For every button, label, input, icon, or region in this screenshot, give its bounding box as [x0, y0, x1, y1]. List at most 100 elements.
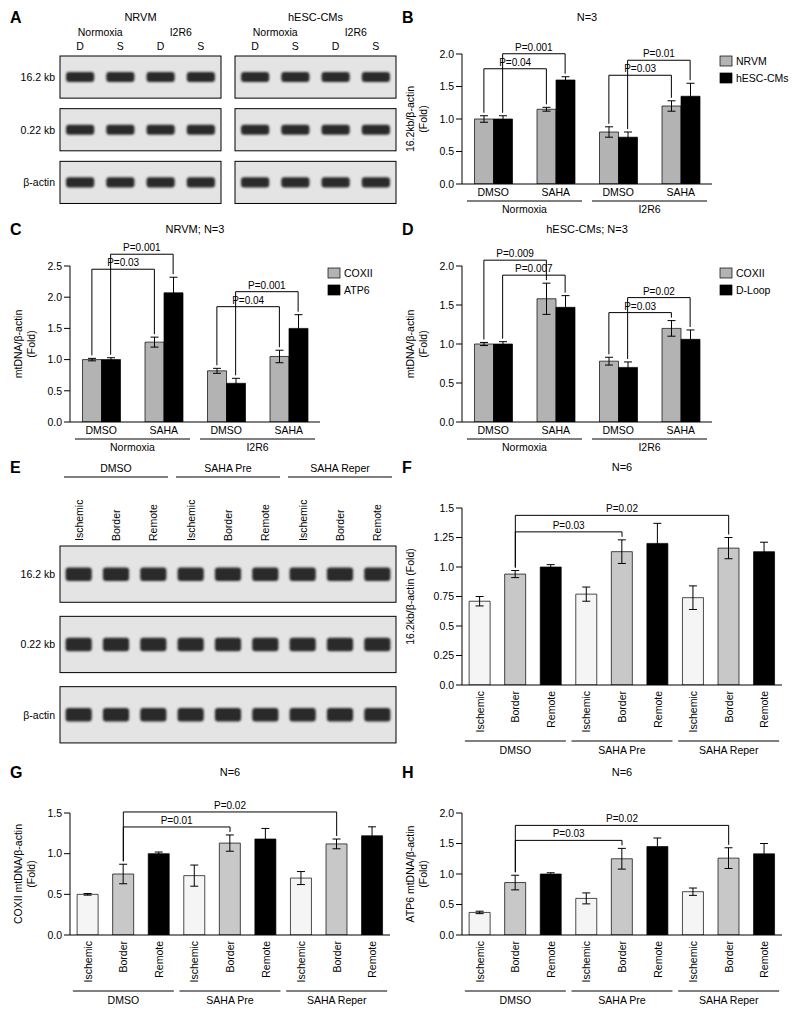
svg-text:DMSO: DMSO	[603, 186, 635, 198]
svg-text:P=0.001: P=0.001	[123, 242, 161, 253]
svg-text:Normoxia: Normoxia	[78, 26, 123, 38]
svg-text:Remote: Remote	[758, 941, 770, 978]
svg-text:D: D	[402, 221, 414, 238]
svg-text:Border: Border	[222, 509, 234, 541]
svg-text:C: C	[10, 221, 22, 238]
svg-text:SAHA: SAHA	[149, 424, 178, 436]
svg-text:P=0.02: P=0.02	[643, 286, 675, 297]
svg-text:2.0: 2.0	[47, 291, 62, 303]
svg-text:Border: Border	[110, 509, 122, 541]
svg-text:P=0.007: P=0.007	[515, 263, 553, 274]
svg-text:(Fold): (Fold)	[25, 860, 37, 887]
svg-text:Border: Border	[334, 509, 346, 541]
svg-text:(Fold): (Fold)	[417, 860, 429, 887]
svg-text:P=0.01: P=0.01	[161, 815, 193, 826]
svg-text:NRVM: NRVM	[736, 55, 767, 67]
svg-text:D: D	[157, 40, 165, 52]
svg-text:2.0: 2.0	[439, 48, 454, 60]
svg-text:Border: Border	[723, 690, 735, 722]
svg-text:1.0: 1.0	[47, 847, 62, 859]
svg-text:E: E	[10, 459, 21, 476]
svg-text:1.0: 1.0	[439, 868, 454, 880]
svg-text:N=6: N=6	[612, 461, 633, 473]
svg-text:S: S	[197, 40, 204, 52]
svg-text:P=0.02: P=0.02	[214, 800, 246, 811]
svg-text:1.5: 1.5	[47, 807, 62, 819]
svg-text:SAHA Reper: SAHA Reper	[699, 744, 759, 756]
svg-text:I2R6: I2R6	[246, 441, 268, 453]
svg-text:0.5: 0.5	[439, 377, 454, 389]
svg-text:Ischemic: Ischemic	[73, 500, 85, 541]
svg-text:NRVM: NRVM	[124, 11, 156, 23]
svg-text:Ischemic: Ischemic	[687, 941, 699, 982]
svg-text:P=0.02: P=0.02	[606, 813, 638, 824]
svg-text:Remote: Remote	[545, 941, 557, 978]
svg-text:16.2kb/β-actin: 16.2kb/β-actin	[404, 86, 416, 152]
svg-text:0.0: 0.0	[439, 929, 454, 941]
svg-text:B: B	[402, 9, 414, 26]
svg-text:DMSO: DMSO	[603, 424, 635, 436]
svg-text:D: D	[76, 40, 84, 52]
svg-text:1.5: 1.5	[439, 299, 454, 311]
svg-text:0.5: 0.5	[439, 145, 454, 157]
svg-text:I2R6: I2R6	[638, 203, 660, 215]
svg-text:P=0.03: P=0.03	[107, 257, 139, 268]
svg-text:NRVM; N=3: NRVM; N=3	[166, 223, 225, 235]
svg-text:Remote: Remote	[259, 504, 271, 541]
svg-text:SAHA: SAHA	[666, 424, 695, 436]
svg-text:Normoxia: Normoxia	[502, 441, 547, 453]
svg-text:I2R6: I2R6	[170, 26, 192, 38]
svg-text:Remote: Remote	[758, 691, 770, 728]
svg-text:P=0.03: P=0.03	[624, 301, 656, 312]
svg-text:Normoxia: Normoxia	[502, 203, 547, 215]
svg-text:I2R6: I2R6	[345, 26, 367, 38]
svg-text:1.5: 1.5	[47, 322, 62, 334]
svg-text:Normoxia: Normoxia	[110, 441, 155, 453]
svg-text:DMSO: DMSO	[100, 462, 132, 474]
svg-text:P=0.001: P=0.001	[248, 280, 286, 291]
svg-text:SAHA: SAHA	[666, 186, 695, 198]
svg-text:Remote: Remote	[545, 691, 557, 728]
svg-text:SAHA Reper: SAHA Reper	[310, 462, 370, 474]
svg-text:F: F	[402, 459, 412, 476]
svg-text:SAHA Pre: SAHA Pre	[598, 744, 645, 756]
svg-text:Border: Border	[509, 940, 521, 972]
svg-text:P=0.001: P=0.001	[515, 42, 553, 53]
svg-text:Remote: Remote	[153, 941, 165, 978]
svg-text:0.25: 0.25	[434, 649, 455, 661]
svg-text:D: D	[332, 40, 340, 52]
svg-text:SAHA Pre: SAHA Pre	[204, 462, 251, 474]
svg-text:P=0.03: P=0.03	[553, 520, 585, 531]
svg-text:Ischemic: Ischemic	[82, 941, 94, 982]
svg-text:DMSO: DMSO	[211, 424, 243, 436]
svg-text:DMSO: DMSO	[500, 744, 532, 756]
svg-text:P=0.01: P=0.01	[643, 48, 675, 59]
svg-text:1.5: 1.5	[439, 80, 454, 92]
svg-text:2.0: 2.0	[439, 260, 454, 272]
svg-text:ATP6 mtDNA/β-actin: ATP6 mtDNA/β-actin	[404, 825, 416, 922]
svg-text:(Fold): (Fold)	[417, 330, 429, 357]
svg-text:N=6: N=6	[220, 766, 241, 778]
svg-text:Remote: Remote	[147, 504, 159, 541]
svg-text:0.75: 0.75	[434, 590, 455, 602]
svg-text:0.0: 0.0	[439, 178, 454, 190]
svg-text:β-actin: β-actin	[23, 176, 55, 188]
svg-text:hESC-CMs: hESC-CMs	[288, 11, 344, 23]
svg-text:N=6: N=6	[612, 766, 633, 778]
svg-text:mtDNA/β-actin: mtDNA/β-actin	[404, 310, 416, 379]
svg-text:S: S	[292, 40, 299, 52]
svg-text:0.5: 0.5	[439, 620, 454, 632]
svg-text:COXII: COXII	[736, 267, 765, 279]
svg-text:2.5: 2.5	[47, 260, 62, 272]
svg-text:Ischemic: Ischemic	[297, 500, 309, 541]
svg-text:0.5: 0.5	[47, 385, 62, 397]
svg-text:0.0: 0.0	[47, 929, 62, 941]
svg-text:COXII: COXII	[344, 267, 373, 279]
svg-text:16.2kb/β-actin (Fold): 16.2kb/β-actin (Fold)	[404, 548, 416, 645]
svg-text:Ischemic: Ischemic	[474, 941, 486, 982]
svg-text:0.0: 0.0	[439, 416, 454, 428]
svg-text:P=0.04: P=0.04	[232, 295, 264, 306]
svg-text:1.5: 1.5	[439, 502, 454, 514]
svg-text:1.0: 1.0	[439, 561, 454, 573]
svg-text:Ischemic: Ischemic	[580, 691, 592, 732]
